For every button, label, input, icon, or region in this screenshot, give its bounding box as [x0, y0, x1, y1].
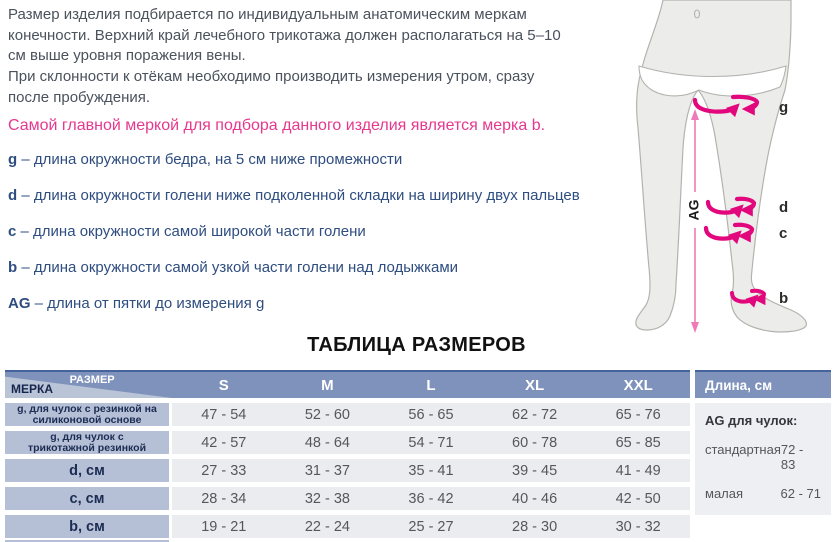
size-table: РАЗМЕР МЕРКА S M L XL XXL g, для чулок с…: [5, 370, 690, 538]
g-measure-arrow-icon: [692, 94, 760, 118]
length-panel-body: AG для чулок: стандартная 72 - 83 малая …: [695, 403, 831, 515]
definition-text: – длина окружности самой узкой части гол…: [17, 259, 459, 276]
table-cell: 40 - 46: [482, 487, 587, 510]
g-label: g: [779, 99, 788, 116]
table-cell: 65 - 76: [586, 403, 690, 426]
row-label: g, для чулок с резинкой на силиконовой о…: [5, 403, 169, 426]
table-cell: 30 - 32: [586, 515, 690, 538]
table-corner-cell: РАЗМЕР МЕРКА: [5, 372, 172, 398]
ag-arrow-up-icon: [691, 109, 699, 120]
b-label: b: [779, 290, 788, 307]
table-cell: 31 - 37: [275, 459, 380, 482]
table-cell: 19 - 21: [172, 515, 276, 538]
measurement-definitions: g – длина окружности бедра, на 5 см ниже…: [8, 151, 653, 331]
panties-outline: [638, 65, 787, 97]
definition-text: – длина окружности бедра, на 5 см ниже п…: [17, 151, 403, 168]
row-label: d, см: [5, 459, 169, 482]
intro-paragraph-2: При склонности к отёкам необходимо произ…: [8, 68, 535, 106]
length-row-value: 72 - 83: [780, 442, 804, 472]
b-measure-arrow-icon: [730, 288, 767, 308]
table-cell: 22 - 24: [275, 515, 380, 538]
leg-measurement-figure: AG g d c b: [635, 0, 807, 333]
definition-key: AG: [8, 295, 31, 312]
table-cell: 62 - 72: [482, 403, 587, 426]
length-panel: Длина, см AG для чулок: стандартная 72 -…: [695, 370, 831, 515]
table-cell: 32 - 38: [275, 487, 380, 510]
table-cell: 28 - 34: [172, 487, 276, 510]
intro-paragraph-1: Размер изделия подбирается по индивидуал…: [8, 6, 561, 64]
row-label: c, см: [5, 487, 169, 510]
definition-ag: AG – длина от пятки до измерения g: [8, 295, 653, 331]
row-label: g, для чулок с трикотажной резинкой: [5, 431, 169, 454]
table-row: g, для чулок с трикотажной резинкой 42 -…: [5, 431, 690, 454]
length-row-standard: стандартная 72 - 83: [705, 442, 821, 472]
table-row: b, см 19 - 21 22 - 24 25 - 27 28 - 30 30…: [5, 515, 690, 538]
table-row: g, для чулок с резинкой на силиконовой о…: [5, 403, 690, 426]
definition-d: d – длина окружности голени ниже подколе…: [8, 187, 653, 223]
table-cell: 36 - 42: [379, 487, 483, 510]
column-header-xxl: XXL: [623, 376, 653, 394]
table-row-sliver: [5, 540, 169, 542]
table-row: c, см 28 - 34 32 - 38 36 - 42 40 - 46 42…: [5, 487, 690, 510]
size-table-title: ТАБЛИЦА РАЗМЕРОВ: [307, 334, 526, 356]
c-measure-arrow-icon: [703, 222, 755, 245]
row-label: b, см: [5, 515, 169, 538]
ag-label: AG: [686, 199, 702, 220]
navel-icon: [693, 9, 701, 19]
column-header-m: M: [321, 376, 334, 394]
length-panel-subtitle: AG для чулок:: [705, 413, 798, 428]
definition-c: c – длина окружности самой широкой части…: [8, 223, 653, 259]
table-cell: 28 - 30: [482, 515, 587, 538]
table-cell: 54 - 71: [379, 431, 483, 454]
table-cell: 39 - 45: [482, 459, 587, 482]
table-cell: 47 - 54: [172, 403, 276, 426]
table-row: d, см 27 - 33 31 - 37 35 - 41 39 - 45 41…: [5, 459, 690, 482]
definition-g: g – длина окружности бедра, на 5 см ниже…: [8, 151, 653, 187]
column-header-xl: XL: [524, 376, 545, 394]
definition-b: b – длина окружности самой узкой части г…: [8, 259, 653, 295]
length-row-label: стандартная: [705, 442, 781, 457]
d-label: d: [779, 199, 788, 216]
table-cell: 27 - 33: [172, 459, 276, 482]
table-cell: 42 - 57: [172, 431, 276, 454]
table-cell: 56 - 65: [379, 403, 483, 426]
definition-key: c: [8, 223, 17, 240]
column-header-l: L: [426, 376, 436, 394]
definition-text: – длина окружности голени ниже подколенн…: [17, 187, 580, 204]
column-header-s: S: [218, 376, 229, 394]
c-label: c: [779, 225, 787, 242]
body-outline: [635, 0, 807, 333]
table-cell: 48 - 64: [275, 431, 380, 454]
definition-text: – длина окружности самой широкой части г…: [16, 223, 366, 240]
definition-text: – длина от пятки до измерения g: [30, 295, 265, 312]
definition-key: b: [8, 259, 18, 276]
corner-merka-label: МЕРКА: [11, 382, 53, 396]
table-cell: 35 - 41: [379, 459, 483, 482]
definition-key: g: [8, 151, 18, 168]
table-cell: 25 - 27: [379, 515, 483, 538]
length-panel-header: Длина, см: [695, 370, 831, 398]
table-cell: 60 - 78: [482, 431, 587, 454]
d-measure-arrow-icon: [705, 196, 757, 219]
table-cell: 42 - 50: [586, 487, 690, 510]
table-cell: 52 - 60: [275, 403, 380, 426]
table-cell: 65 - 85: [586, 431, 690, 454]
length-row-label: малая: [705, 486, 744, 501]
length-row-small: малая 62 - 71: [705, 486, 821, 501]
corner-razmer-label: РАЗМЕР: [69, 374, 115, 386]
size-table-header-row: РАЗМЕР МЕРКА S M L XL XXL: [5, 370, 690, 398]
intro-highlight: Самой главной меркой для подбора данного…: [8, 117, 546, 134]
length-row-value: 62 - 71: [780, 486, 821, 501]
definition-key: d: [8, 187, 18, 204]
ag-arrow-down-icon: [691, 322, 699, 333]
table-cell: 41 - 49: [586, 459, 690, 482]
